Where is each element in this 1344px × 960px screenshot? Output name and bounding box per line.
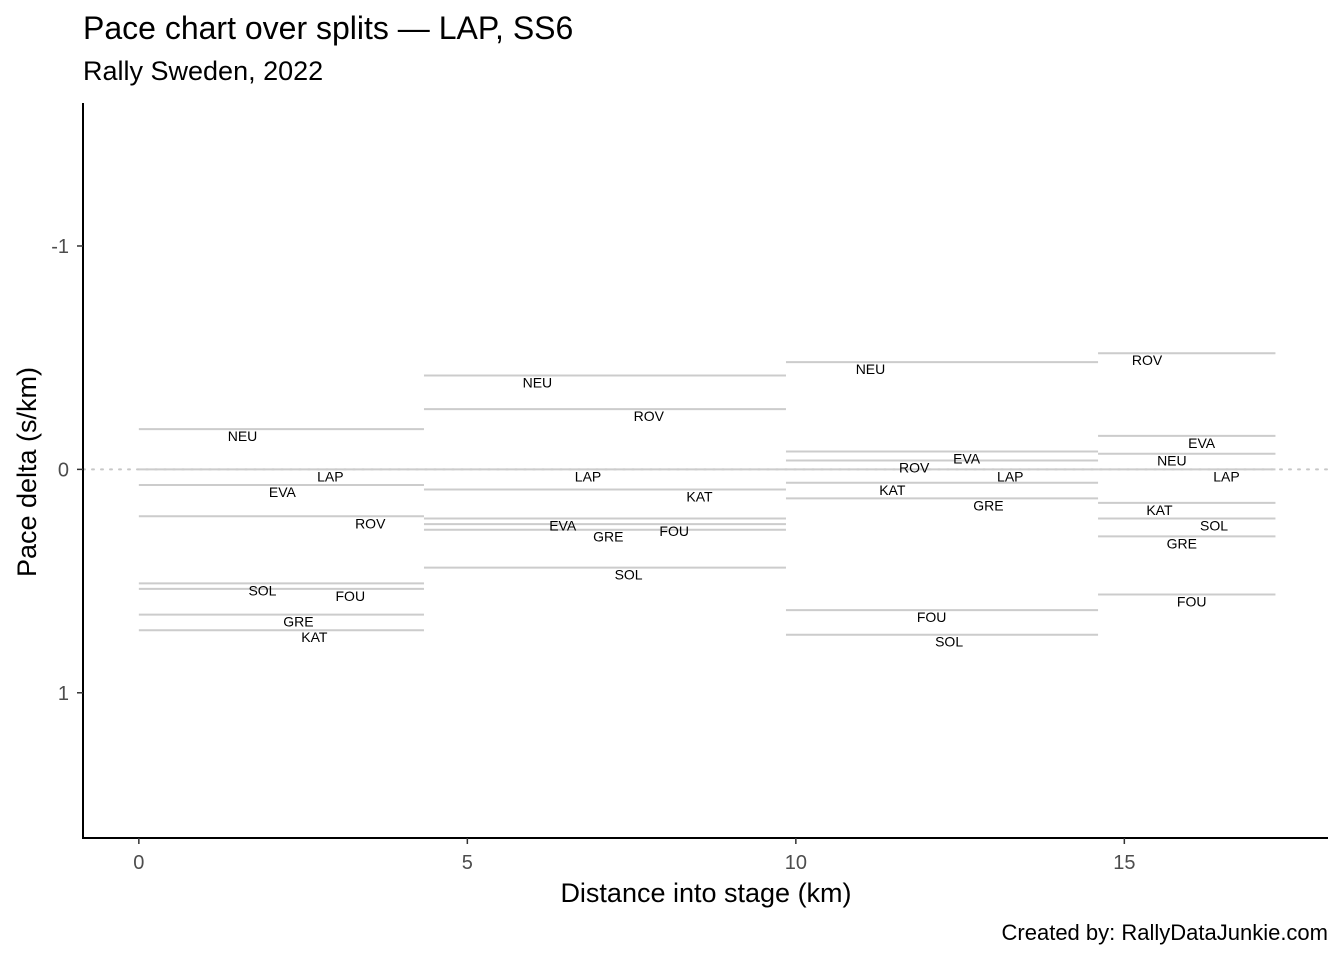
chart-subtitle: Rally Sweden, 2022 [83,56,324,86]
y-tick-label-0: -1 [51,236,69,258]
segments-layer [138,352,1276,636]
segment-label-eva-split-1: EVA [269,484,297,500]
segment-label-rov-split-4: ROV [1132,352,1163,368]
segment-label-lap-split-4: LAP [1213,468,1239,484]
segment-label-gre-split-2: GRE [593,529,623,545]
segment-label-rov-split-1: ROV [355,515,386,531]
chart-caption: Created by: RallyDataJunkie.com [1001,920,1328,945]
segment-label-rov-split-2: ROV [634,408,665,424]
segment-label-kat-split-3: KAT [879,482,906,498]
segment-label-kat-split-1: KAT [301,629,328,645]
segment-label-fou-split-3: FOU [917,609,947,625]
segment-label-neu-split-2: NEU [523,375,553,391]
segment-label-sol-split-3: SOL [935,634,963,650]
segment-label-fou-split-2: FOU [659,523,689,539]
segment-label-kat-split-4: KAT [1146,502,1173,518]
x-tick-label-0: 0 [133,852,144,874]
x-axis-title: Distance into stage (km) [560,878,851,908]
segment-label-fou-split-4: FOU [1177,593,1207,609]
segment-label-rov-split-3: ROV [899,459,930,475]
segment-label-eva-split-4: EVA [1188,435,1216,451]
segment-label-sol-split-1: SOL [248,582,276,598]
segment-label-gre-split-4: GRE [1167,535,1197,551]
y-axis-title: Pace delta (s/km) [12,367,42,577]
segment-label-neu-split-1: NEU [228,428,258,444]
segment-label-sol-split-2: SOL [615,567,643,583]
segment-label-lap-split-3: LAP [997,468,1023,484]
segment-label-lap-split-1: LAP [317,468,343,484]
x-tick-label-10: 10 [785,852,807,874]
x-tick-label-5: 5 [462,852,473,874]
segment-label-fou-split-1: FOU [336,588,366,604]
chart-title: Pace chart over splits — LAP, SS6 [83,10,574,46]
segment-label-gre-split-3: GRE [973,497,1003,513]
segment-label-gre-split-1: GRE [283,614,313,630]
segment-label-sol-split-4: SOL [1200,518,1228,534]
axes-layer: 0 5 10 15 -1 0 1 [51,103,1328,874]
segment-label-lap-split-2: LAP [575,468,601,484]
y-tick-label-2: 1 [58,683,69,705]
segment-label-neu-split-3: NEU [856,361,886,377]
y-tick-label-1: 0 [58,459,69,481]
segment-label-eva-split-3: EVA [953,451,981,467]
x-tick-label-15: 15 [1113,852,1135,874]
segment-label-neu-split-4: NEU [1157,453,1187,469]
segment-label-eva-split-2: EVA [549,518,577,534]
segment-label-kat-split-2: KAT [686,488,713,504]
